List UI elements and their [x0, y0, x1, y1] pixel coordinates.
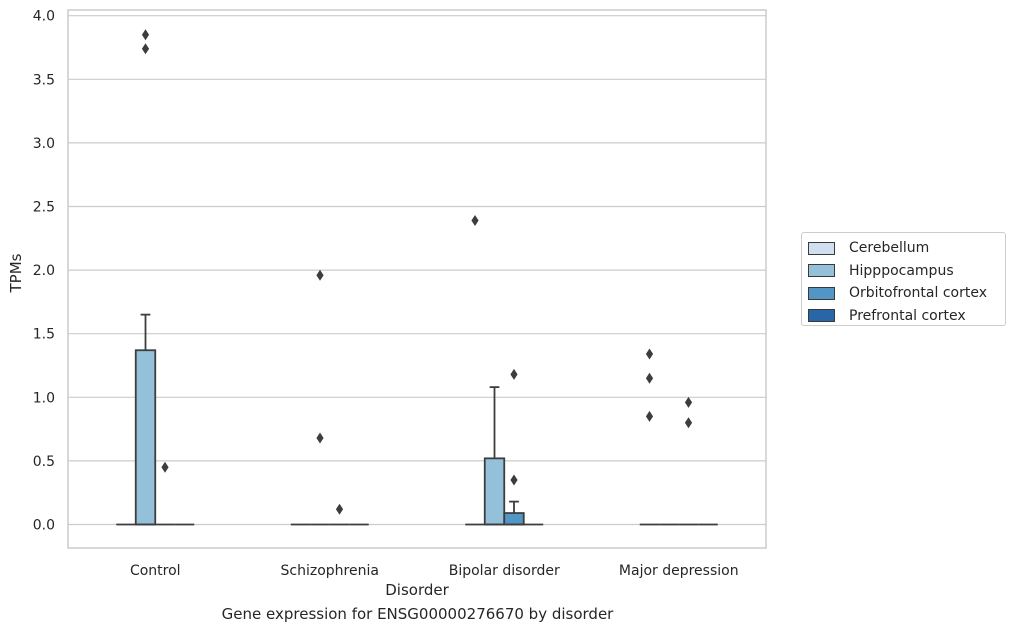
outlier-point [141, 29, 150, 41]
outlier-point [161, 461, 169, 473]
outlier-point [645, 348, 654, 360]
outlier-point [645, 372, 654, 384]
x-tick-label: Schizophrenia [281, 563, 379, 579]
y-tick-label: 3.5 [33, 72, 55, 88]
legend-item: Cerebellum [808, 237, 999, 260]
legend-swatch [808, 264, 835, 278]
outlier-point [316, 432, 324, 444]
y-tick-label: 4.0 [33, 9, 55, 25]
legend-label: Orbitofrontal cortex [849, 285, 987, 302]
gridlines [68, 15, 766, 526]
box [134, 349, 157, 526]
outlier-point [316, 269, 324, 281]
legend-swatch [808, 309, 835, 323]
x-tick-label: Control [130, 563, 181, 579]
legend-item: Hipppocampus [808, 260, 999, 283]
outlier-point [645, 410, 654, 422]
y-tick-label: 1.0 [33, 390, 55, 406]
outlier-point [471, 214, 479, 226]
outlier-point [335, 503, 344, 515]
y-tick-label: 3.0 [33, 136, 55, 152]
legend-item: Orbitofrontal cortex [808, 282, 999, 305]
legend: Cerebellum Hipppocampus Orbitofrontal cort… [801, 232, 1006, 326]
outlier-point [684, 396, 693, 408]
box [483, 457, 506, 526]
outliers [141, 29, 693, 515]
box [503, 512, 525, 526]
legend-swatch [808, 286, 835, 300]
legend-label: Hipppocampus [849, 262, 954, 279]
outlier-point [510, 474, 518, 486]
y-tick-label: 1.5 [33, 327, 55, 343]
y-tick-label: 0.5 [33, 454, 55, 470]
y-tick-labels: 0.0 0.5 1.0 1.5 2.0 2.5 3.0 3.5 4.0 [33, 9, 55, 534]
plot-frame [67, 9, 767, 549]
legend-label: Cerebellum [849, 240, 930, 257]
outlier-point [684, 417, 693, 429]
legend-item: Prefrontal cortex [808, 305, 999, 328]
y-tick-label: 0.0 [33, 518, 55, 534]
legend-swatch [808, 241, 835, 255]
outlier-point [510, 368, 518, 380]
x-tick-label: Bipolar disorder [449, 563, 560, 579]
y-tick-label: 2.5 [33, 200, 55, 216]
x-tick-label: Major depression [619, 563, 739, 579]
x-tick-labels: Control Schizophrenia Bipolar disorder Majo… [130, 563, 739, 579]
y-axis-label: TPMs [7, 253, 25, 293]
boxes [116, 313, 718, 526]
chart-caption: Gene expression for ENSG00000276670 by d… [221, 605, 614, 623]
x-axis-label: Disorder [385, 581, 449, 599]
outlier-point [141, 43, 150, 55]
y-tick-label: 2.0 [33, 263, 55, 279]
legend-label: Prefrontal cortex [849, 307, 966, 324]
